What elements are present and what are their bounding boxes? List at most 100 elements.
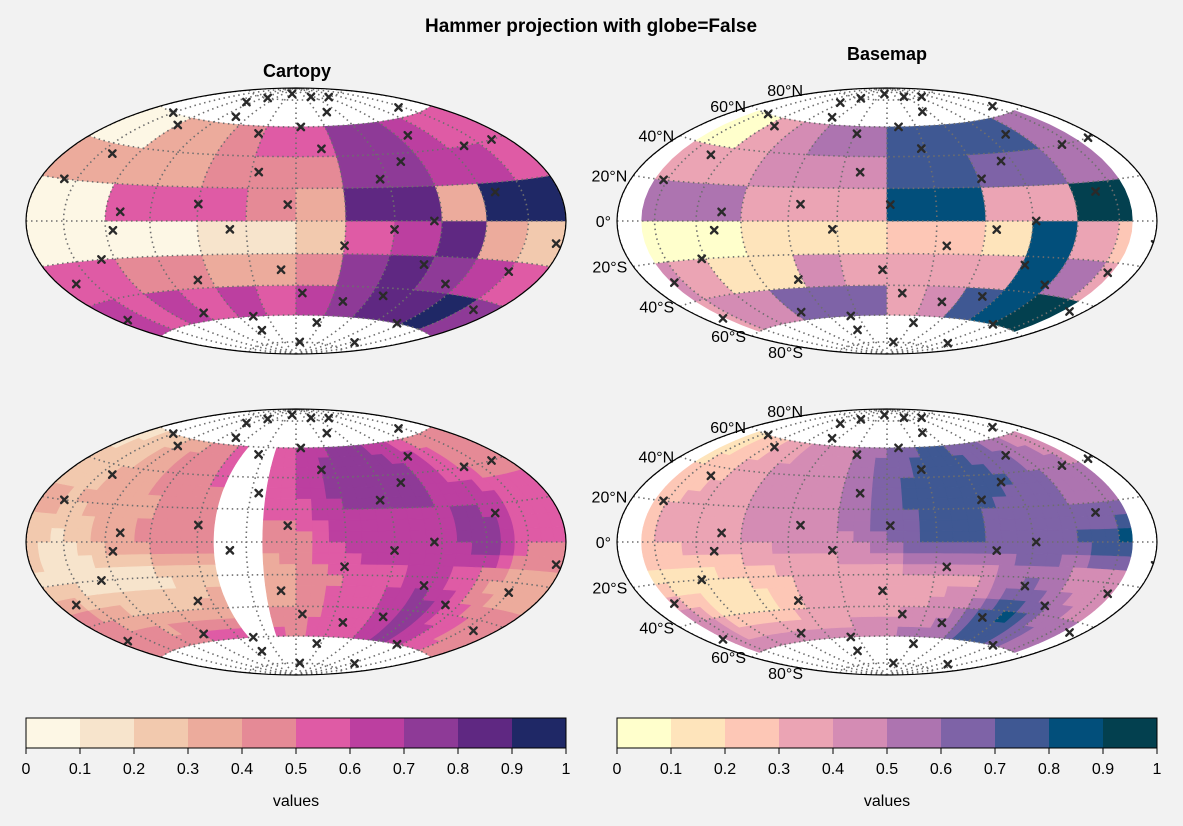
sample-marker	[59, 174, 69, 184]
sample-marker	[835, 419, 845, 429]
map-cell	[968, 541, 987, 554]
sample-marker	[909, 639, 918, 649]
sample-marker	[1031, 537, 1041, 547]
map-cell	[278, 541, 297, 554]
map-cell	[902, 563, 920, 576]
sample-marker	[394, 424, 403, 433]
map-cell	[902, 552, 921, 565]
map-cell	[711, 553, 730, 567]
map-cell	[408, 518, 427, 531]
sample-marker	[396, 157, 406, 167]
sample-marker	[718, 634, 728, 644]
map-cell	[343, 220, 396, 256]
map-cell	[886, 498, 904, 510]
map-cell	[1076, 528, 1093, 543]
map-cell	[438, 553, 457, 567]
lat-label: 0°	[596, 535, 611, 552]
map-cell	[280, 585, 297, 597]
map-cell	[295, 541, 314, 554]
map-cell	[283, 457, 297, 468]
sample-marker	[763, 109, 773, 119]
map-cell	[965, 564, 985, 577]
sample-marker	[504, 588, 514, 597]
sample-marker	[878, 586, 887, 596]
map-cell	[1117, 527, 1133, 543]
sample-marker	[469, 305, 478, 315]
lat-label: 20°S	[592, 260, 627, 277]
parallel-line	[88, 284, 504, 308]
colorbar-swatch	[512, 718, 567, 748]
map-cell	[1008, 110, 1080, 144]
sample-marker	[459, 141, 469, 151]
lat-label: 80°N	[767, 83, 803, 100]
meridian-line	[295, 409, 396, 675]
figure-title: Hammer projection with globe=False	[425, 16, 757, 37]
map-cell	[967, 519, 986, 532]
sample-marker	[1001, 450, 1011, 460]
lat-label: 80°S	[768, 666, 803, 683]
map-cell	[248, 155, 297, 189]
sample-marker	[669, 278, 679, 288]
map-cell	[836, 530, 855, 543]
sample-marker	[306, 413, 316, 423]
map-cell	[295, 220, 347, 255]
map-cell	[279, 563, 297, 576]
map-cell	[310, 487, 327, 499]
map-cell	[859, 466, 875, 478]
map-cell	[725, 541, 743, 555]
parallel-line	[679, 455, 1095, 479]
map-cell	[311, 552, 330, 565]
sample-marker	[763, 430, 773, 440]
sample-marker	[378, 612, 388, 622]
marker-layer	[59, 410, 561, 668]
map-cell	[149, 529, 167, 543]
map-cell	[360, 519, 379, 532]
map-cell	[284, 626, 297, 637]
map-cell	[837, 519, 855, 532]
sample-marker	[242, 97, 251, 107]
sample-marker	[706, 471, 716, 481]
colorbar-swatch	[458, 718, 513, 748]
map-cell	[787, 541, 806, 554]
map-cell	[901, 498, 920, 510]
sample-marker	[324, 92, 334, 102]
map-cell	[859, 606, 875, 618]
sample-marker	[1083, 133, 1093, 143]
sample-marker	[1065, 307, 1074, 316]
map-cell	[870, 563, 888, 576]
map-cell	[968, 530, 987, 543]
map-cell	[120, 553, 139, 567]
meridian-line	[295, 88, 530, 354]
map-cell	[149, 541, 167, 555]
sample-marker	[390, 546, 399, 555]
sample-marker	[1083, 454, 1093, 464]
map-cell	[823, 497, 842, 510]
map-cell	[886, 155, 935, 189]
map-cell	[309, 477, 326, 489]
map-cell	[263, 508, 281, 521]
map-cell	[311, 519, 330, 532]
sample-marker	[796, 628, 806, 638]
sample-marker	[108, 546, 118, 556]
map-cell	[804, 519, 823, 532]
map-cell	[245, 220, 297, 255]
map-cell	[886, 626, 899, 637]
map-cell	[409, 530, 427, 543]
colorbar-tick-label: 0	[613, 761, 622, 778]
map-cell	[262, 552, 281, 565]
map-cell	[526, 541, 542, 557]
map-cell	[1117, 541, 1133, 557]
sample-marker	[1057, 140, 1067, 149]
colorbar-label: values	[864, 793, 910, 810]
map-cell	[839, 253, 888, 287]
map-cell	[456, 529, 473, 543]
sample-marker	[324, 413, 334, 423]
marker-layer	[59, 89, 561, 347]
colorbar-swatch	[887, 718, 942, 748]
map-cell	[311, 508, 329, 521]
colorbar-swatch	[995, 718, 1050, 748]
column-title-basemap: Basemap	[847, 44, 927, 64]
map-cell	[268, 466, 284, 478]
sample-marker	[937, 297, 947, 307]
map-cell	[952, 541, 970, 554]
